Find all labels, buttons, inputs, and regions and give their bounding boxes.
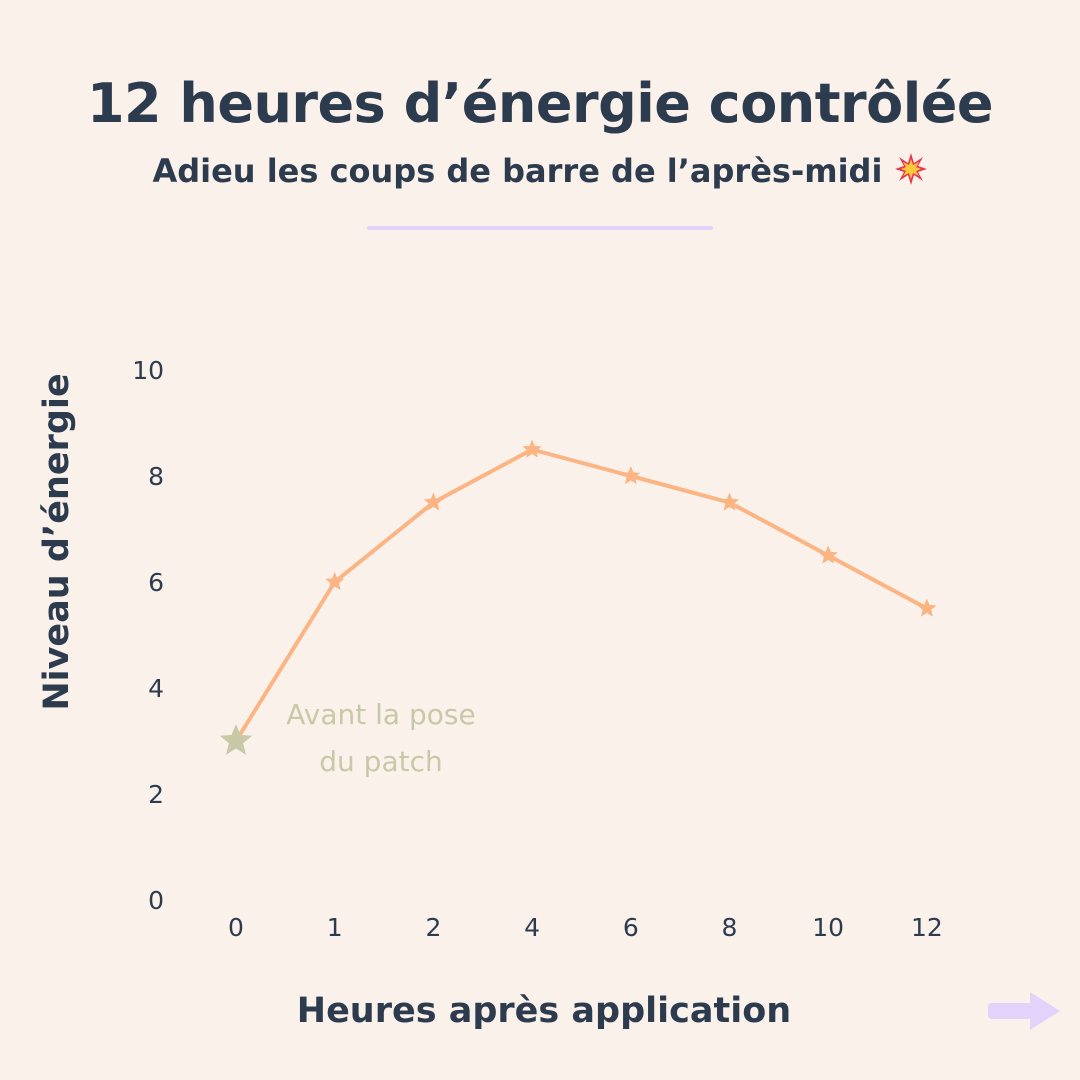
x-tick-label: 4 xyxy=(524,913,540,942)
y-tick-label: 10 xyxy=(132,356,164,385)
x-tick-label: 2 xyxy=(425,913,441,942)
arrow-right-icon xyxy=(988,992,1060,1030)
baseline-point xyxy=(219,724,253,755)
y-axis-label: Niveau d’énergie xyxy=(37,373,77,710)
data-point xyxy=(621,466,641,485)
chart-subtitle-text: Adieu les coups de barre de l’après-midi xyxy=(152,152,883,190)
x-tick-label: 10 xyxy=(812,913,844,942)
x-tick-label: 8 xyxy=(722,913,738,942)
y-tick-label: 2 xyxy=(148,780,164,809)
collision-icon xyxy=(894,152,928,190)
data-point xyxy=(818,545,838,564)
data-point xyxy=(720,492,739,511)
y-tick-label: 0 xyxy=(148,886,164,915)
y-tick-label: 6 xyxy=(148,568,164,597)
annotation-text: du patch xyxy=(319,745,442,778)
x-tick-label: 6 xyxy=(623,913,639,942)
x-axis-label: Heures après application xyxy=(297,991,791,1031)
title-divider xyxy=(367,226,713,230)
series-line xyxy=(234,447,929,743)
x-tick-label: 1 xyxy=(327,913,343,942)
y-tick-label: 8 xyxy=(148,462,164,491)
y-tick-label: 4 xyxy=(148,674,164,703)
data-point xyxy=(917,598,937,617)
x-tick-label: 12 xyxy=(911,913,943,942)
data-point xyxy=(522,439,542,458)
data-point xyxy=(423,492,443,511)
annotation-text: Avant la pose xyxy=(286,698,475,731)
data-point xyxy=(325,572,345,591)
chart-title: 12 heures d’énergie contrôlée xyxy=(86,72,994,135)
chart-subtitle: Adieu les coups de barre de l’après-midi xyxy=(0,152,1080,190)
x-tick-label: 0 xyxy=(228,913,244,942)
next-slide-button[interactable] xyxy=(986,990,1062,1032)
